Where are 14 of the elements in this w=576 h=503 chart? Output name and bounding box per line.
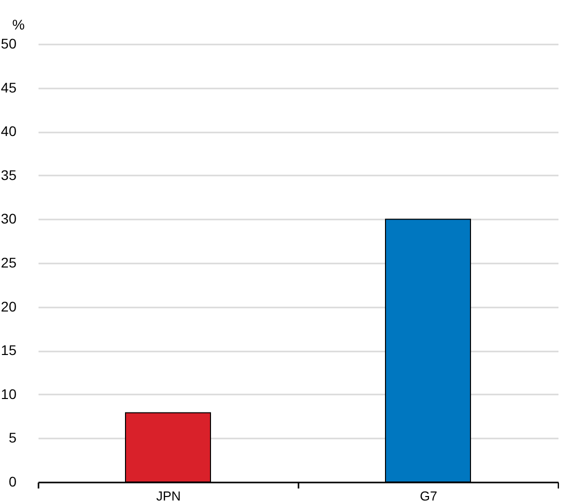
- y-tick-label: 40: [0, 123, 17, 140]
- y-tick-label: 50: [0, 36, 17, 52]
- y-tick-label: 20: [0, 298, 17, 314]
- y-tick-label: 0: [8, 474, 17, 490]
- y-axis-title: %: [12, 16, 25, 32]
- y-tick-label: 25: [0, 254, 17, 270]
- y-tick-label: 45: [0, 79, 17, 96]
- y-tick-label: 5: [8, 430, 17, 446]
- y-tick-label: 30: [0, 210, 17, 227]
- x-tick-label: G7: [420, 488, 438, 503]
- y-tick-label: 10: [0, 386, 17, 402]
- x-tick-label: JPN: [156, 488, 181, 503]
- y-tick-label: 15: [0, 342, 17, 358]
- y-tick-label: 35: [0, 166, 17, 183]
